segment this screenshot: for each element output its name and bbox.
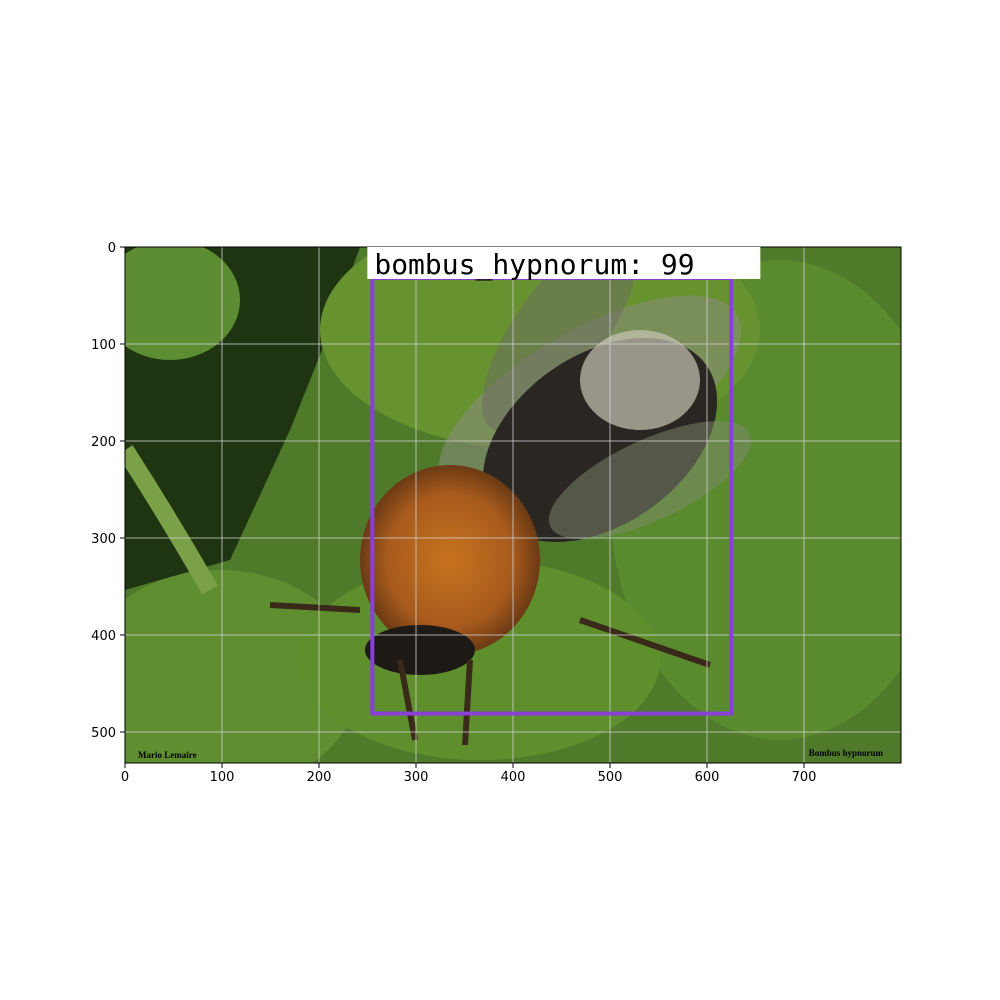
x-tick-label: 100 [210,770,235,785]
x-tick-label: 0 [121,770,129,785]
x-tick-label: 500 [598,770,623,785]
x-tick-label: 200 [307,770,332,785]
x-tick-label: 700 [792,770,817,785]
photo [125,247,901,763]
y-tick-label: 100 [91,338,116,353]
x-tick-label: 400 [501,770,526,785]
y-tick-label: 400 [91,629,116,644]
detection-label: bombus_hypnorum: 99 [374,248,694,282]
y-tick-label: 300 [91,532,116,547]
x-tick-label: 300 [404,770,429,785]
y-tick-label: 200 [91,435,116,450]
y-tick-label: 0 [108,241,116,256]
label-background [367,247,761,279]
y-tick-label: 500 [91,726,116,741]
image-watermark: Bombus hypnorum [809,748,884,758]
image-watermark: Mario Lemaire [138,750,197,760]
x-tick-label: 600 [695,770,720,785]
